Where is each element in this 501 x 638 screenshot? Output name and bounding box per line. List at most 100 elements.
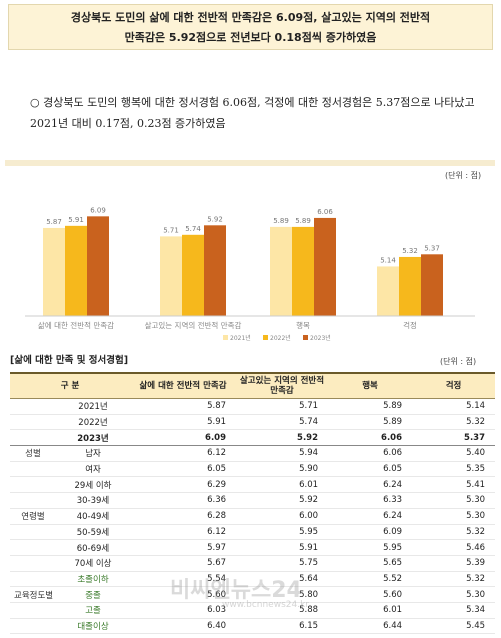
row-value: 5.91 — [236, 539, 329, 556]
row-value: 5.67 — [130, 555, 237, 572]
bar — [204, 225, 226, 316]
legend-swatch — [223, 335, 228, 340]
row-label: 29세 이하 — [56, 476, 131, 494]
table-row: 2023년 6.09 5.92 6.06 5.37 — [10, 429, 496, 447]
category-label: 살고있는 지역의 전반적 만족감 — [145, 320, 242, 330]
row-value: 6.09 — [328, 524, 413, 541]
row-value: 5.74 — [236, 414, 329, 431]
table-row: 2021년 5.87 5.71 5.89 5.14 — [10, 398, 496, 415]
row-value: 5.54 — [130, 571, 237, 588]
table-row: 2022년 5.91 5.74 5.89 5.32 — [10, 414, 496, 431]
row-label: 2022년 — [56, 414, 131, 431]
chart-svg: 5.87 5.91 6.09 삶에 대한 전반적 만족감 5.71 5.74 5.92 살고있… — [25, 206, 475, 342]
row-group — [10, 461, 56, 478]
row-label: 남자 — [56, 445, 131, 462]
bar-value-label: 5.91 — [68, 216, 84, 224]
row-value: 6.05 — [328, 461, 413, 478]
category-label: 걱정 — [403, 320, 417, 330]
bar — [65, 225, 87, 316]
table-row: 50-59세 6.12 5.95 6.09 5.32 — [10, 524, 496, 541]
row-label: 70세 이상 — [56, 555, 131, 572]
row-value: 5.34 — [412, 602, 496, 619]
row-value: 5.89 — [328, 414, 413, 431]
table-row: 초졸이하 5.54 5.64 5.52 5.32 — [10, 571, 496, 588]
row-label: 40-49세 — [56, 508, 131, 525]
row-value: 5.32 — [412, 571, 496, 588]
bar-value-label: 5.14 — [380, 256, 396, 264]
summary-bullet: ○ 경상북도 도민의 행복에 대한 정서경험 6.06점, 걱정에 대한 정서경… — [30, 96, 475, 130]
row-value: 5.92 — [236, 492, 329, 509]
row-label: 60-69세 — [56, 539, 131, 556]
row-group — [10, 414, 56, 431]
row-label: 중졸 — [56, 586, 131, 603]
bar — [87, 216, 109, 316]
row-value: 5.32 — [412, 414, 496, 431]
row-group — [10, 492, 56, 509]
row-label: 여자 — [56, 461, 131, 478]
row-value: 6.36 — [130, 492, 237, 509]
row-value: 6.09 — [130, 429, 237, 447]
row-value: 6.06 — [328, 429, 413, 447]
bar — [421, 254, 443, 316]
row-value: 6.24 — [328, 476, 413, 494]
row-value: 5.95 — [328, 539, 413, 556]
row-value: 5.30 — [412, 508, 496, 525]
table-row: 고졸 6.03 5.88 6.01 5.34 — [10, 602, 496, 619]
bar-value-label: 5.87 — [46, 218, 62, 226]
header-region-satisfaction: 살고있는 지역의 전반적 만족감 — [236, 372, 329, 399]
bar-value-label: 5.37 — [424, 244, 440, 252]
category-label: 삶에 대한 전반적 만족감 — [38, 320, 114, 330]
header-happiness: 행복 — [328, 372, 413, 399]
row-value: 5.90 — [236, 461, 329, 478]
row-label: 30-39세 — [56, 492, 131, 509]
bar-value-label: 5.32 — [402, 247, 418, 255]
watermark-text: 비씨엔뉴스24 — [170, 578, 302, 603]
row-value: 5.14 — [412, 398, 496, 415]
row-value: 6.29 — [130, 476, 237, 494]
table-row: 30-39세 6.36 5.92 6.33 5.30 — [10, 492, 496, 509]
bar — [292, 226, 314, 316]
row-value: 6.12 — [130, 445, 237, 462]
bar-chart: (단위 : 점) 5.87 5.91 6.09 삶에 대한 전반적 만족감 5.71 5.… — [5, 160, 495, 350]
row-value: 6.12 — [130, 524, 237, 541]
row-value: 6.33 — [328, 492, 413, 509]
bar-value-label: 5.71 — [163, 226, 179, 234]
table-row: 성별 남자 6.12 5.94 6.06 5.40 — [10, 445, 496, 462]
row-value: 5.52 — [328, 571, 413, 588]
row-value: 5.75 — [236, 555, 329, 572]
chart-unit-label: (단위 : 점) — [445, 171, 482, 180]
row-group — [10, 429, 56, 447]
row-label: 50-59세 — [56, 524, 131, 541]
table-body: 2021년 5.87 5.71 5.89 5.14 2022년 5.91 5.74 5.89 5.… — [10, 398, 496, 635]
legend-label: 2021년 — [230, 334, 251, 342]
row-value: 5.65 — [328, 555, 413, 572]
row-group — [10, 398, 56, 415]
row-value: 6.05 — [130, 461, 237, 478]
bar-value-label: 5.89 — [273, 217, 289, 225]
row-value: 5.32 — [412, 524, 496, 541]
row-value: 5.46 — [412, 539, 496, 556]
row-label: 2023년 — [56, 429, 131, 447]
data-table: 구 분 삶에 대한 전반적 만족감 살고있는 지역의 전반적 만족감 행복 걱정… — [10, 372, 496, 635]
legend-swatch — [263, 335, 268, 340]
row-group: 교육정도별 — [10, 586, 56, 603]
bar — [314, 217, 336, 316]
bar-value-label: 5.92 — [207, 215, 223, 223]
row-value: 6.15 — [236, 618, 329, 635]
row-group — [10, 476, 56, 494]
header-worry: 걱정 — [412, 372, 496, 399]
row-group — [10, 539, 56, 556]
row-value: 5.71 — [236, 398, 329, 415]
row-value: 5.64 — [236, 571, 329, 588]
bar — [377, 266, 399, 316]
row-value: 5.95 — [236, 524, 329, 541]
bar — [270, 226, 292, 316]
row-value: 6.28 — [130, 508, 237, 525]
row-value: 6.06 — [328, 445, 413, 462]
table-unit-label: (단위 : 점) — [440, 357, 477, 366]
row-value: 5.40 — [412, 445, 496, 462]
table-header-row: 구 분 삶에 대한 전반적 만족감 살고있는 지역의 전반적 만족감 행복 걱정 — [10, 372, 496, 399]
bar — [160, 236, 182, 316]
row-label: 2021년 — [56, 398, 131, 415]
row-value: 6.01 — [328, 602, 413, 619]
